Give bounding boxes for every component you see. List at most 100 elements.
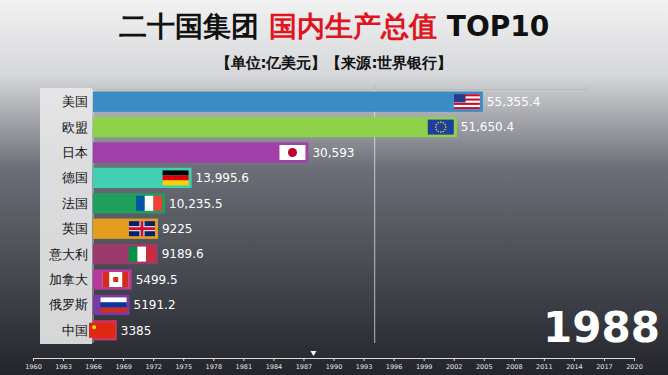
- flag-part: [445, 126, 447, 128]
- data-label: 5499.5: [136, 273, 178, 287]
- flag-part: [129, 247, 138, 262]
- tick-mark: [364, 358, 365, 361]
- tick-mark: [63, 358, 64, 361]
- bar: [93, 92, 483, 112]
- year-label: 1988: [543, 303, 660, 352]
- timeline-marker: [310, 351, 316, 356]
- tick: 2014: [566, 358, 583, 371]
- tick-label: 1960: [25, 363, 42, 371]
- flag: [136, 196, 162, 211]
- tick: 1981: [236, 358, 253, 371]
- data-label: 13,995.6: [196, 171, 249, 185]
- tick-mark: [183, 358, 184, 361]
- tick: 1960: [25, 358, 42, 371]
- tick-label: 1984: [266, 363, 283, 371]
- tick-mark: [213, 358, 214, 361]
- value-axis: [94, 86, 587, 90]
- flag-part: [436, 124, 438, 126]
- flag: [89, 323, 115, 338]
- label-panel: [40, 88, 92, 344]
- category-label: 中国: [62, 323, 88, 338]
- data-label: 5191.2: [134, 298, 176, 312]
- tick-label: 2008: [506, 363, 523, 371]
- tick: 1996: [386, 358, 403, 371]
- tick-label: 2011: [536, 363, 553, 371]
- tick-label: 1990: [326, 363, 343, 371]
- tick-mark: [544, 358, 545, 361]
- flag-part: [437, 122, 439, 124]
- flag-part: [444, 124, 446, 126]
- title: 二十国集团国内生产总值TOP10: [119, 10, 549, 43]
- tick: 1987: [296, 358, 313, 371]
- tick-mark: [334, 358, 335, 361]
- flag-part: [435, 126, 437, 128]
- tick-mark: [634, 358, 635, 361]
- flag-part: [89, 323, 115, 338]
- category-label: 欧盟: [62, 120, 88, 135]
- bar: [93, 142, 308, 162]
- bar: [93, 193, 165, 213]
- tick-label: 2020: [626, 363, 643, 371]
- tick-label: 2017: [596, 363, 613, 371]
- tick-mark: [123, 358, 124, 361]
- flag-part: [92, 325, 96, 329]
- tick-mark: [514, 358, 515, 361]
- title-part: TOP10: [447, 10, 549, 43]
- tick: 1975: [175, 358, 192, 371]
- tick-label: 1999: [416, 363, 433, 371]
- flag-part: [454, 94, 480, 109]
- tick: 1999: [416, 358, 433, 371]
- flag-part: [129, 221, 155, 236]
- category-label: 德国: [62, 170, 88, 185]
- flag-part: [454, 94, 466, 102]
- tick: [375, 86, 376, 89]
- tick-mark: [303, 358, 304, 361]
- flag-part: [101, 302, 127, 307]
- tick: 2005: [476, 358, 493, 371]
- axis-line: [34, 359, 635, 362]
- tick-label: 1969: [115, 363, 132, 371]
- flag-part: [153, 196, 162, 211]
- tick-label: 2014: [566, 363, 583, 371]
- tick-label: 1966: [85, 363, 102, 371]
- tick: 1963: [55, 358, 72, 371]
- tick-label: 2002: [446, 363, 463, 371]
- category-label: 俄罗斯: [49, 297, 88, 312]
- data-label: 9189.6: [162, 247, 204, 261]
- flag: [279, 145, 305, 160]
- flag: [428, 120, 454, 135]
- tick-label: 1975: [175, 363, 192, 371]
- flag-part: [122, 272, 129, 287]
- flag-part: [146, 247, 155, 262]
- category-label: 日本: [62, 145, 88, 160]
- background: [0, 0, 668, 375]
- flag: [103, 272, 129, 287]
- tick: 1984: [266, 358, 283, 371]
- flag: [454, 94, 480, 109]
- flag-part: [436, 129, 438, 131]
- bar: [93, 219, 158, 239]
- flag: [163, 170, 189, 185]
- flag-part: [428, 120, 454, 135]
- bar: [93, 168, 192, 188]
- tick-mark: [574, 358, 575, 361]
- bar: [93, 244, 158, 264]
- flag-part: [101, 297, 127, 302]
- tick: 2017: [596, 358, 613, 371]
- flag-part: [454, 107, 480, 109]
- flag-part: [163, 180, 189, 185]
- tick-mark: [484, 358, 485, 361]
- flag-part: [163, 175, 189, 180]
- tick-mark: [33, 358, 34, 361]
- axis-line: [94, 86, 587, 90]
- tick: 2008: [506, 358, 523, 371]
- tick-mark: [93, 358, 94, 361]
- tick-mark: [604, 358, 605, 361]
- tick-mark: [273, 358, 274, 361]
- data-label: 55,355.4: [487, 95, 540, 109]
- tick: 1966: [85, 358, 102, 371]
- flag-part: [163, 170, 189, 175]
- flag-part: [454, 103, 480, 105]
- tick: [93, 86, 94, 89]
- category-label: 英国: [62, 221, 88, 236]
